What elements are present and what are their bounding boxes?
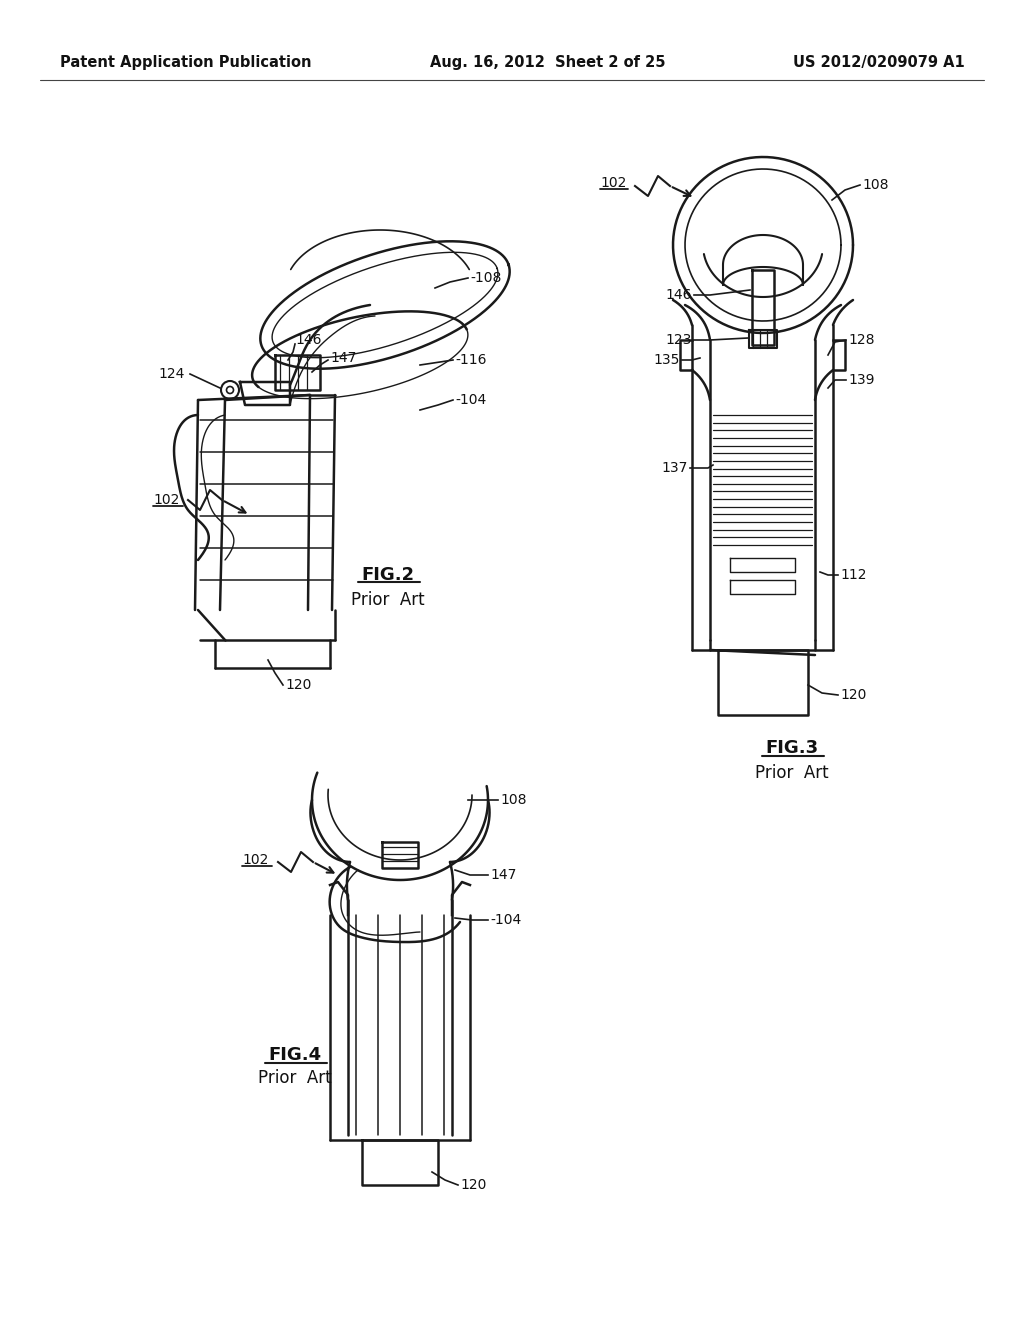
Text: -104: -104 <box>455 393 486 407</box>
Text: 123: 123 <box>666 333 692 347</box>
Text: 128: 128 <box>848 333 874 347</box>
Text: 146: 146 <box>666 288 692 302</box>
Text: 108: 108 <box>500 793 526 807</box>
Text: 102: 102 <box>153 492 179 507</box>
Text: 108: 108 <box>862 178 889 191</box>
Text: 147: 147 <box>330 351 356 366</box>
Text: 146: 146 <box>295 333 322 347</box>
Text: -108: -108 <box>470 271 502 285</box>
Text: 137: 137 <box>662 461 688 475</box>
Text: 139: 139 <box>848 374 874 387</box>
Text: FIG.3: FIG.3 <box>765 739 818 756</box>
Text: Prior  Art: Prior Art <box>258 1069 332 1086</box>
Text: 120: 120 <box>460 1177 486 1192</box>
Text: Patent Application Publication: Patent Application Publication <box>60 54 311 70</box>
Text: 135: 135 <box>653 352 680 367</box>
Text: 102: 102 <box>600 176 627 190</box>
Text: Aug. 16, 2012  Sheet 2 of 25: Aug. 16, 2012 Sheet 2 of 25 <box>430 54 666 70</box>
Text: 102: 102 <box>242 853 268 867</box>
Text: Prior  Art: Prior Art <box>755 764 828 781</box>
Text: 120: 120 <box>285 678 311 692</box>
Text: 112: 112 <box>840 568 866 582</box>
Text: 120: 120 <box>840 688 866 702</box>
Text: Prior  Art: Prior Art <box>351 591 425 609</box>
Text: -116: -116 <box>455 352 486 367</box>
Text: FIG.2: FIG.2 <box>361 566 415 583</box>
Text: US 2012/0209079 A1: US 2012/0209079 A1 <box>794 54 965 70</box>
Text: FIG.4: FIG.4 <box>268 1045 322 1064</box>
Text: -104: -104 <box>490 913 521 927</box>
Text: 124: 124 <box>159 367 185 381</box>
Text: 147: 147 <box>490 869 516 882</box>
